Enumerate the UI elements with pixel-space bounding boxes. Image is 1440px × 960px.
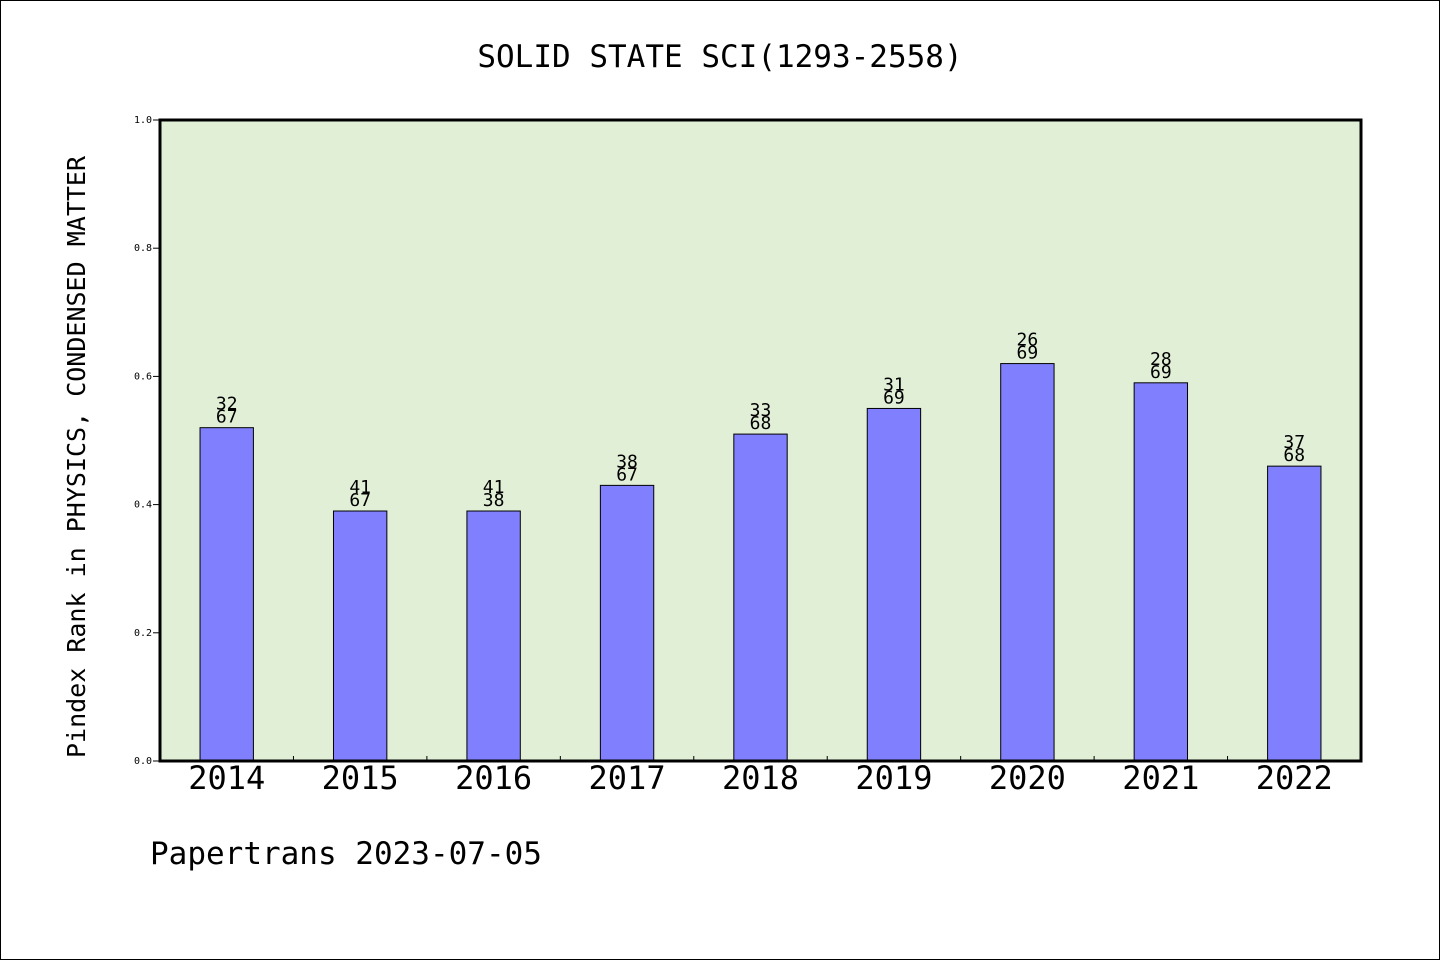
bar-label-bottom: 69: [1150, 362, 1172, 383]
y-axis-label: Pindex Rank in PHYSICS, CONDENSED MATTER: [62, 155, 91, 758]
x-tick-label: 2021: [1122, 759, 1199, 797]
bar-label-bottom: 67: [616, 464, 638, 485]
bar-label-bottom: 69: [1017, 343, 1039, 364]
y-tick-label: 1.0: [134, 115, 152, 126]
chart-title: SOLID STATE SCI(1293-2558): [477, 39, 962, 75]
bar-2022: [1267, 465, 1322, 762]
bar-2018: [733, 433, 788, 762]
bar-label-bottom: 38: [483, 490, 505, 511]
y-tick-label: 0.2: [134, 628, 152, 639]
bar-label-bottom: 68: [750, 413, 772, 434]
bar-label-top: 33: [750, 400, 772, 421]
bar-label-top: 38: [616, 451, 638, 472]
x-tick-label: 2022: [1256, 759, 1333, 797]
bar-2021: [1133, 382, 1189, 762]
x-tick-label: 2019: [855, 759, 932, 797]
bar-2019: [866, 407, 922, 762]
y-axis: 0.0 0.2 0.4 0.6 0.8 1.0: [134, 115, 160, 767]
bar-label-top: 28: [1150, 349, 1172, 370]
bar-2015: [332, 510, 388, 762]
bar-label-bottom: 67: [216, 407, 238, 428]
y-tick-label: 0.0: [134, 756, 152, 767]
bar-label-bottom: 69: [883, 387, 905, 408]
x-tick-label: 2016: [455, 759, 532, 797]
x-tick-label: 2014: [188, 759, 265, 797]
x-tick-label: 2017: [589, 759, 666, 797]
y-tick-label: 0.4: [134, 500, 152, 511]
plot-border: [158, 118, 1363, 763]
bar-label-top: 41: [483, 477, 505, 498]
bar-2014: [199, 427, 254, 762]
bar-label-top: 32: [216, 394, 238, 415]
bar-label-top: 26: [1017, 330, 1039, 351]
bar-label-top: 41: [349, 477, 371, 498]
footer-source-date: Papertrans 2023-07-05: [150, 836, 542, 872]
bar-label-top: 37: [1283, 432, 1305, 453]
x-axis: 2014 2015 2016 2017 2018 2019 2020 2021 2022: [188, 756, 1333, 797]
bar-2017: [599, 484, 655, 762]
bar-label-top: 31: [883, 374, 905, 395]
x-tick-label: 2015: [322, 759, 399, 797]
bar-2016: [466, 510, 521, 762]
bar-label-bottom: 68: [1283, 445, 1305, 466]
x-tick-label: 2020: [989, 759, 1066, 797]
y-tick-label: 0.8: [134, 243, 152, 254]
bar-2020: [1000, 363, 1055, 762]
y-tick-label: 0.6: [134, 371, 152, 382]
x-tick-label: 2018: [722, 759, 799, 797]
bar-label-bottom: 67: [349, 490, 371, 511]
